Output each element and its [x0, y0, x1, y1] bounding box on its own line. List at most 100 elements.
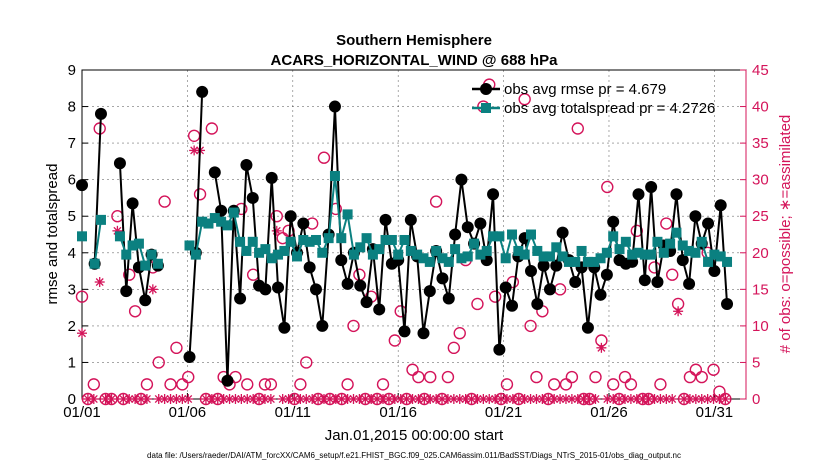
totalspread-point — [437, 253, 448, 264]
totalspread-point — [475, 249, 486, 260]
obs-assimilated-point — [490, 394, 501, 404]
rmse-point — [303, 261, 316, 274]
obs-assimilated-point — [124, 394, 135, 404]
rmse-point — [607, 215, 620, 228]
obs-possible-point — [500, 378, 514, 391]
rmse-point — [398, 325, 411, 338]
totalspread-point — [532, 245, 543, 256]
totalspread-point — [323, 233, 334, 244]
obs-assimilated-point — [277, 394, 288, 404]
totalspread-point — [652, 236, 663, 247]
rmse-point — [234, 292, 247, 305]
y-left-tick-label: 9 — [68, 62, 76, 79]
obs-possible-point — [447, 341, 461, 355]
rmse-point — [569, 276, 582, 289]
totalspread-point — [355, 242, 366, 253]
y-axis-right-label: # of obs: o=possible; ∗=assimilated — [777, 115, 794, 354]
rmse-point — [455, 173, 468, 186]
rmse-point — [499, 281, 512, 294]
obs-possible-point — [630, 224, 644, 238]
obs-possible-point — [518, 93, 531, 106]
totalspread-point — [190, 249, 201, 260]
obs-assimilated-point — [513, 394, 524, 404]
rmse-point — [221, 374, 234, 387]
totalspread-point — [481, 245, 492, 256]
rmse-point — [702, 217, 715, 230]
obs-assimilated-point — [265, 394, 276, 404]
chart-subtitle: ACARS_HORIZONTAL_WIND @ 688 hPa — [271, 52, 559, 69]
rmse-point — [272, 281, 285, 294]
totalspread-point — [608, 231, 619, 242]
obs-assimilated-point — [147, 284, 158, 295]
totalspread-point — [709, 249, 720, 260]
totalspread-point — [563, 256, 574, 267]
obs-assimilated-point — [141, 394, 152, 404]
legend: obs avg rmse pr = 4.679 obs avg totalspr… — [472, 81, 715, 117]
rmse-point — [537, 259, 550, 272]
totalspread-point — [228, 207, 239, 218]
totalspread-point — [690, 247, 701, 258]
rmse-point — [76, 179, 88, 192]
obs-assimilated-point — [342, 394, 353, 404]
obs-possible-point — [666, 268, 679, 281]
y-axis-left-label: rmse and totalspread — [44, 164, 61, 305]
obs-possible-point — [158, 195, 171, 208]
y-right-tick-label: 10 — [752, 318, 769, 335]
rmse-point — [436, 272, 449, 285]
totalspread-point — [367, 249, 378, 260]
totalspread-point — [576, 245, 587, 256]
rmse-line — [93, 113, 102, 264]
obs-possible-point — [388, 334, 402, 347]
totalspread-point — [557, 251, 568, 262]
rmse-point — [354, 279, 367, 292]
totalspread-point — [399, 234, 410, 245]
rmse-point — [676, 254, 689, 267]
obs-possible-point — [317, 151, 331, 164]
obs-assimilated-point — [667, 394, 678, 404]
y-left-tick-label: 3 — [68, 281, 76, 298]
obs-assimilated-point — [531, 394, 542, 404]
rmse-point — [335, 254, 348, 267]
chart-title: Southern Hemisphere — [336, 32, 492, 49]
totalspread-point — [203, 218, 214, 229]
obs-possible-point — [347, 319, 360, 333]
obs-possible-point — [300, 356, 313, 369]
obs-possible-point — [87, 378, 101, 391]
totalspread-point — [380, 234, 391, 245]
totalspread-point — [273, 249, 284, 260]
rmse-point — [506, 299, 519, 312]
totalspread-point — [336, 233, 347, 244]
obs-assimilated-point — [590, 394, 601, 404]
obs-possible-point — [205, 122, 219, 135]
obs-possible-point — [589, 370, 602, 384]
totalspread-point — [627, 249, 638, 260]
obs-possible-point — [341, 378, 354, 391]
obs-assimilated-point — [655, 394, 666, 404]
totalspread-point — [538, 251, 549, 262]
obs-possible-point — [571, 122, 584, 135]
rmse-point — [670, 188, 683, 201]
obs-possible-point — [441, 370, 455, 384]
obs-assimilated-point — [88, 394, 99, 404]
rmse-point — [341, 277, 354, 290]
totalspread-point — [405, 245, 416, 256]
rmse-point — [360, 296, 373, 309]
rmse-point — [94, 107, 107, 120]
totalspread-point — [184, 240, 195, 251]
x-tick-label: 01/06 — [169, 404, 207, 421]
obs-assimilated-series — [77, 145, 731, 404]
rmse-point — [246, 191, 259, 204]
totalspread-point — [418, 253, 429, 264]
x-axis: 01/01 01/06 01/11 01/16 01/21 01/26 01/31 — [63, 393, 733, 421]
rmse-point — [683, 277, 696, 290]
rmse-point — [524, 265, 537, 278]
obs-assimilated-point — [378, 394, 389, 404]
legend-spread-marker — [481, 103, 491, 113]
obs-possible-point — [123, 268, 136, 281]
obs-assimilated-point — [437, 394, 448, 404]
rmse-point — [645, 180, 658, 193]
obs-possible-point — [707, 363, 720, 376]
totalspread-point — [114, 231, 125, 242]
rmse-point — [259, 283, 272, 296]
